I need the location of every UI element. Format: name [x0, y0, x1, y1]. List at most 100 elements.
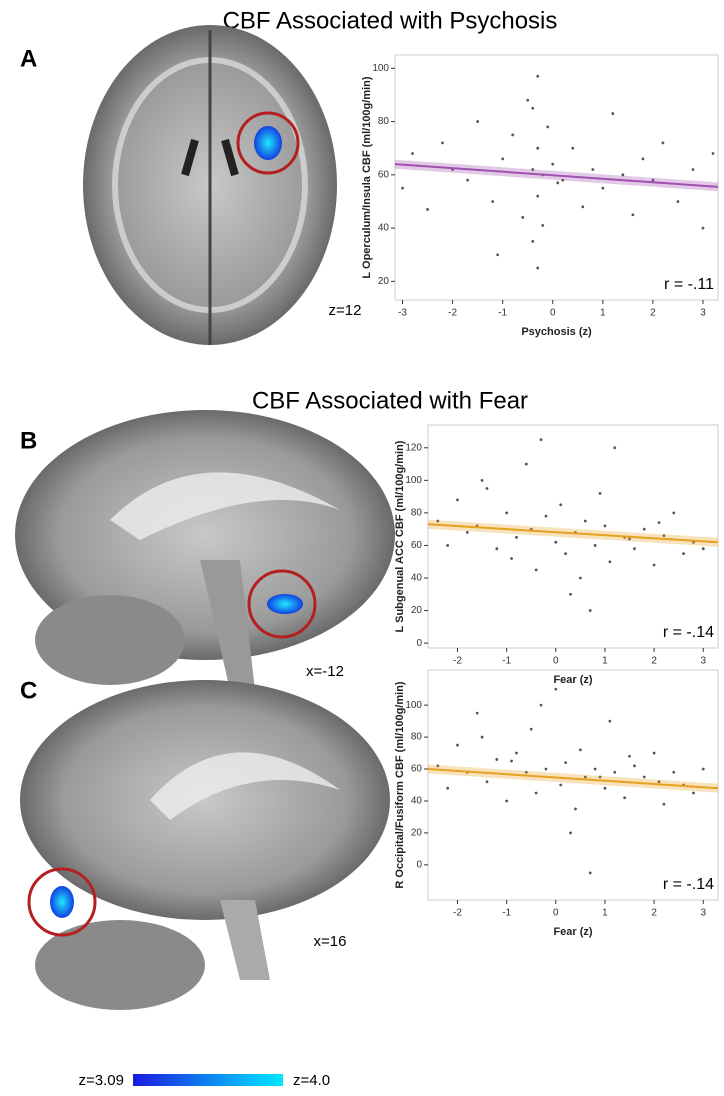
point — [564, 761, 567, 764]
y-tick-label: 60 — [378, 169, 390, 180]
point — [628, 755, 631, 758]
y-tick-label: 0 — [416, 860, 422, 871]
point — [496, 253, 499, 256]
point — [481, 479, 484, 482]
point — [531, 107, 534, 110]
point — [540, 704, 543, 707]
y-axis-label: L Subgenual ACC CBF (ml/100g/min) — [394, 440, 406, 632]
point — [692, 168, 695, 171]
y-tick-label: 0 — [416, 638, 422, 649]
point — [702, 768, 705, 771]
point — [633, 764, 636, 767]
point — [536, 75, 539, 78]
point — [456, 744, 459, 747]
point — [604, 525, 607, 528]
point — [501, 157, 504, 160]
point — [643, 528, 646, 531]
point — [633, 547, 636, 550]
point — [569, 832, 572, 835]
point — [505, 800, 508, 803]
point — [466, 179, 469, 182]
point — [535, 568, 538, 571]
point — [591, 168, 594, 171]
point — [569, 593, 572, 596]
point — [608, 560, 611, 563]
point — [551, 163, 554, 166]
point — [601, 187, 604, 190]
point — [466, 531, 469, 534]
point — [540, 438, 543, 441]
point — [559, 784, 562, 787]
point — [662, 141, 665, 144]
y-tick-label: 20 — [411, 605, 423, 616]
x-tick-label: 1 — [602, 656, 608, 667]
point — [536, 195, 539, 198]
x-tick-label: 3 — [700, 308, 706, 319]
x-axis-label: Fear (z) — [553, 926, 592, 938]
x-tick-label: 3 — [700, 908, 706, 919]
x-tick-label: 2 — [651, 656, 657, 667]
point — [456, 498, 459, 501]
point — [536, 147, 539, 150]
point — [672, 511, 675, 514]
point — [599, 492, 602, 495]
x-axis-label: Psychosis (z) — [521, 326, 592, 338]
point — [541, 224, 544, 227]
figure: CBF Associated with Psychosis CBF Associ… — [0, 0, 724, 1091]
point — [401, 187, 404, 190]
point — [446, 544, 449, 547]
point — [581, 205, 584, 208]
point — [536, 267, 539, 270]
point — [677, 200, 680, 203]
point — [411, 152, 414, 155]
point — [692, 792, 695, 795]
point — [526, 99, 529, 102]
point — [545, 515, 548, 518]
x-tick-label: 1 — [600, 308, 606, 319]
point — [521, 216, 524, 219]
point — [556, 181, 559, 184]
slice-label: x=16 — [314, 933, 347, 950]
y-tick-label: 40 — [378, 223, 390, 234]
point — [682, 552, 685, 555]
y-tick-label: 60 — [411, 540, 423, 551]
point — [559, 503, 562, 506]
x-tick-label: 0 — [550, 308, 556, 319]
point — [643, 776, 646, 779]
point — [486, 487, 489, 490]
x-tick-label: -1 — [502, 656, 511, 667]
point — [613, 771, 616, 774]
colorbar — [133, 1074, 283, 1086]
x-tick-label: -3 — [398, 308, 407, 319]
x-tick-label: -2 — [453, 656, 462, 667]
y-tick-label: 20 — [411, 828, 423, 839]
y-tick-label: 40 — [411, 573, 423, 584]
x-tick-label: 2 — [650, 308, 656, 319]
point — [623, 796, 626, 799]
point — [594, 768, 597, 771]
y-tick-label: 80 — [378, 116, 390, 127]
y-tick-label: 60 — [411, 764, 423, 775]
point — [510, 760, 513, 763]
point — [564, 552, 567, 555]
point — [554, 688, 557, 691]
y-tick-label: 120 — [405, 442, 422, 453]
point — [546, 126, 549, 129]
annotation: r = -.11 — [664, 276, 714, 293]
point — [495, 758, 498, 761]
annotation: r = -.14 — [663, 624, 714, 641]
point — [579, 748, 582, 751]
x-axis-label: Fear (z) — [553, 674, 592, 686]
title: CBF Associated with Psychosis — [223, 7, 558, 34]
point — [594, 544, 597, 547]
point — [672, 771, 675, 774]
y-tick-label: 80 — [411, 732, 423, 743]
x-tick-label: 2 — [651, 908, 657, 919]
panel-letter: B — [20, 427, 37, 454]
brain-sagittal — [20, 680, 390, 1010]
point — [481, 736, 484, 739]
point — [653, 564, 656, 567]
point — [446, 787, 449, 790]
point — [604, 787, 607, 790]
point — [476, 712, 479, 715]
